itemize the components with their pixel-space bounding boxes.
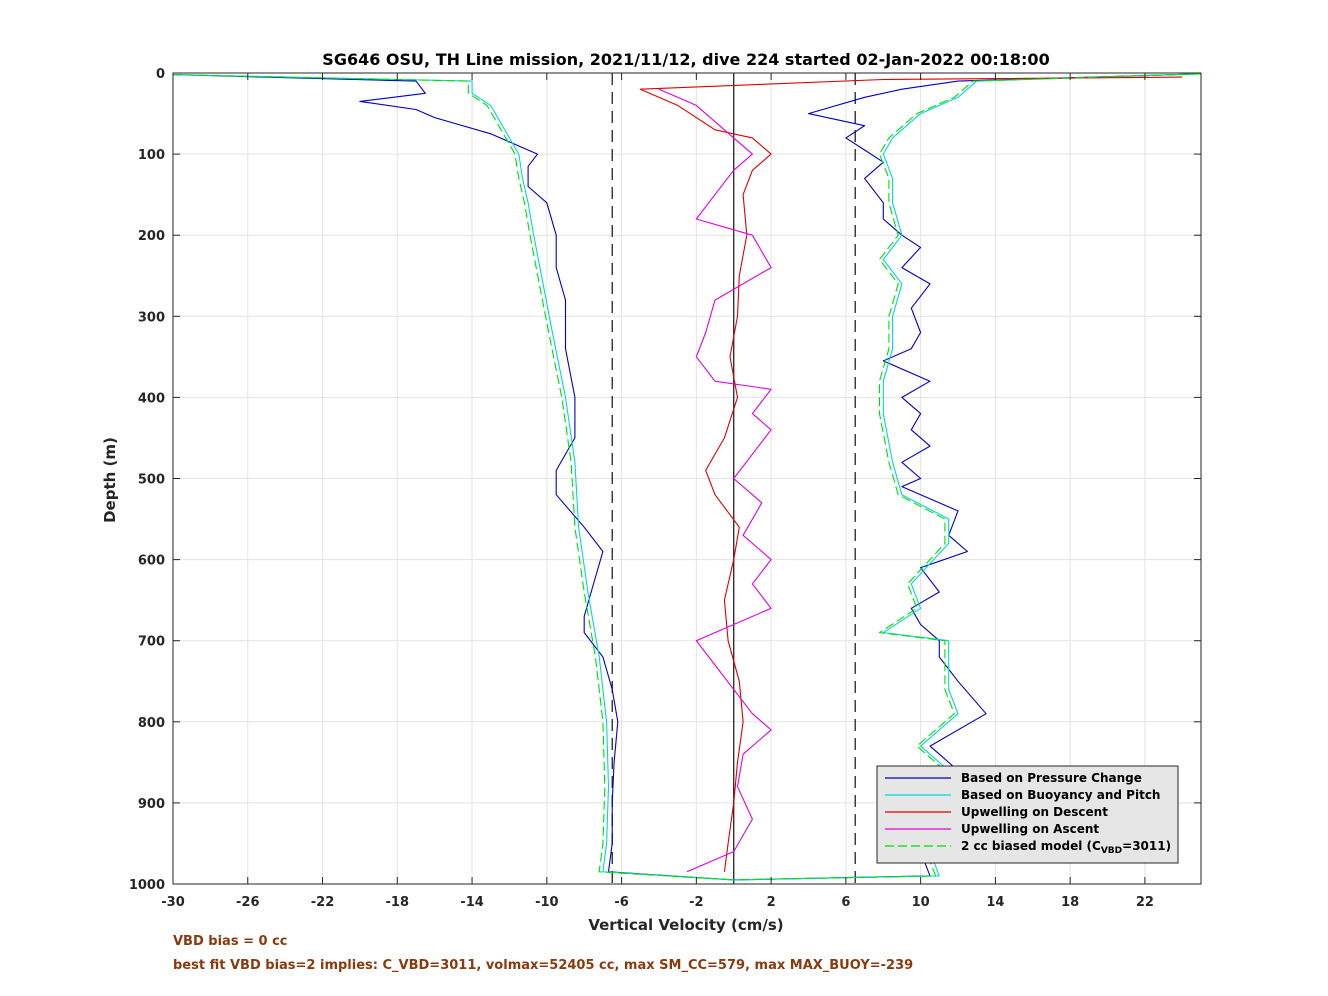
x-tick-label: 22 bbox=[1136, 895, 1154, 910]
series-line-4 bbox=[173, 74, 734, 881]
x-tick-label: -26 bbox=[236, 895, 260, 910]
y-tick-label: 200 bbox=[138, 229, 165, 244]
x-tick-label: 2 bbox=[767, 895, 776, 910]
y-tick-label: 800 bbox=[138, 716, 165, 731]
vbd-bias-note: VBD bias = 0 cc bbox=[173, 934, 288, 949]
y-tick-label: 900 bbox=[138, 797, 165, 812]
chart-title: SG646 OSU, TH Line mission, 2021/11/12, … bbox=[322, 50, 1049, 69]
legend-label: Upwelling on Descent bbox=[961, 805, 1108, 819]
y-tick-label: 300 bbox=[138, 310, 165, 325]
x-tick-label: -18 bbox=[386, 895, 410, 910]
legend-label: 2 cc biased model (CVBD=3011) bbox=[961, 839, 1171, 856]
x-tick-label: 6 bbox=[841, 895, 850, 910]
x-tick-label: -30 bbox=[161, 895, 185, 910]
x-tick-label: -2 bbox=[689, 895, 703, 910]
x-tick-label: 14 bbox=[986, 895, 1004, 910]
y-tick-label: 400 bbox=[138, 391, 165, 406]
plot-area: -30 -26 -22 -18 -14 -10 -6 -2 2 6 10 14 18 2201002003… bbox=[129, 67, 1202, 910]
x-tick-label: -14 bbox=[460, 895, 484, 910]
series-line-0 bbox=[733, 73, 1201, 881]
y-tick-label: 100 bbox=[138, 148, 165, 163]
x-tick-label: 18 bbox=[1061, 895, 1079, 910]
legend-label: Based on Buoyancy and Pitch bbox=[961, 788, 1160, 802]
x-tick-label: -22 bbox=[311, 895, 335, 910]
series-line-1 bbox=[173, 74, 734, 881]
x-axis-label: Vertical Velocity (cm/s) bbox=[588, 916, 783, 934]
series-line-0 bbox=[173, 74, 734, 881]
x-tick-label: -6 bbox=[614, 895, 628, 910]
y-tick-label: 1000 bbox=[129, 878, 165, 893]
legend-label: Upwelling on Ascent bbox=[961, 822, 1099, 836]
y-tick-label: 600 bbox=[138, 554, 165, 569]
best-fit-note: best fit VBD bias=2 implies: C_VBD=3011,… bbox=[173, 958, 914, 973]
y-tick-label: 500 bbox=[138, 473, 165, 488]
legend-label: Based on Pressure Change bbox=[961, 771, 1142, 785]
legend-box bbox=[876, 765, 1179, 864]
x-tick-label: -10 bbox=[535, 895, 559, 910]
series-line-3 bbox=[658, 88, 772, 873]
legend: Based on Pressure Change Based on Buoyanc… bbox=[876, 765, 1179, 864]
x-tick-label: 10 bbox=[912, 895, 930, 910]
y-axis-label: Depth (m) bbox=[101, 437, 119, 523]
y-tick-label: 700 bbox=[138, 635, 165, 650]
y-tick-label: 0 bbox=[156, 67, 165, 82]
